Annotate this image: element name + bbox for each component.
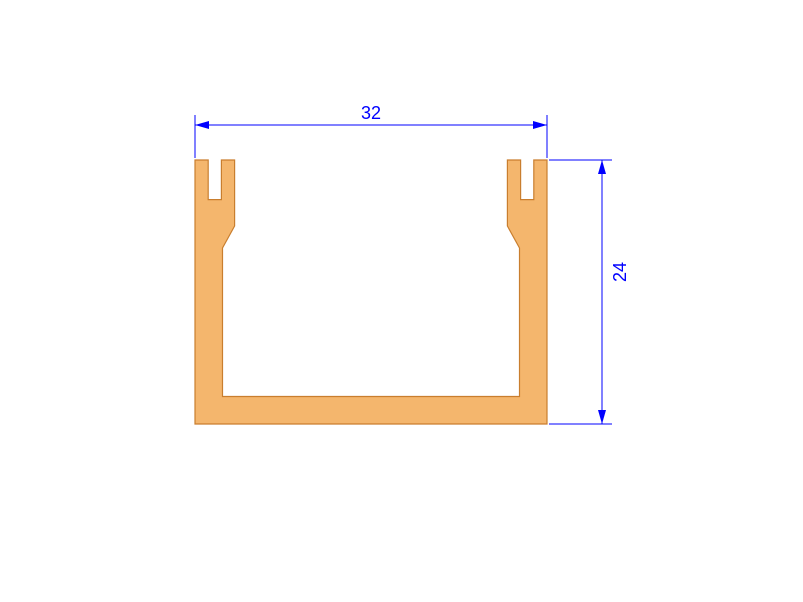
profile-shape: [195, 160, 547, 424]
drawing-canvas: 32 24: [0, 0, 803, 602]
diagram-svg: [0, 0, 803, 602]
dimension-width-label: 32: [361, 103, 381, 124]
dimension-height-label: 24: [610, 262, 631, 282]
